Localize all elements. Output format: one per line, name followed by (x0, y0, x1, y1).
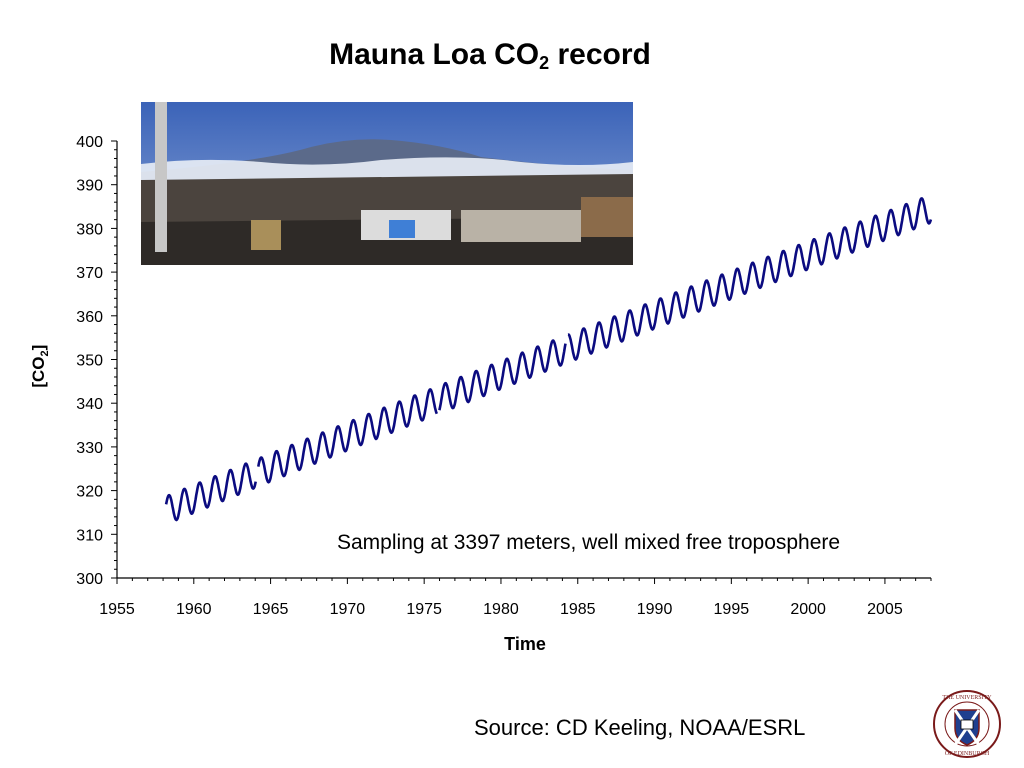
axes: 300 310 320 330 340 350 360 370 380 390 400 1955 196… (76, 134, 932, 618)
y-tick-label: 300 (76, 571, 103, 588)
chart-title: Mauna Loa CO2 record (329, 38, 651, 73)
y-tick-label: 360 (76, 309, 103, 326)
y-tick-label: 380 (76, 221, 103, 238)
svg-text:THE UNIVERSITY: THE UNIVERSITY (942, 695, 992, 701)
x-tick-label: 1980 (483, 601, 519, 618)
x-axis-label: Time (504, 634, 546, 654)
university-seal: THE UNIVERSITY OF EDINBURGH (924, 690, 1010, 758)
co2-line-segment (164, 462, 257, 522)
source-credit: Source: CD Keeling, NOAA/ESRL (474, 715, 806, 740)
x-tick-label: 1990 (637, 601, 673, 618)
x-tick-label: 1965 (253, 601, 289, 618)
y-tick-label: 390 (76, 178, 103, 195)
co2-line-segment (257, 388, 438, 484)
sampling-annotation: Sampling at 3397 meters, well mixed free… (337, 531, 841, 554)
svg-text:OF EDINBURGH: OF EDINBURGH (945, 751, 990, 757)
x-tick-label: 1970 (330, 601, 366, 618)
co2-line-segment (567, 197, 933, 361)
y-tick-label: 370 (76, 265, 103, 282)
y-tick-label: 310 (76, 527, 103, 544)
observatory-photo (141, 102, 633, 265)
x-tick-label: 2005 (867, 601, 903, 618)
co2-series (164, 197, 933, 522)
y-tick-label: 330 (76, 440, 103, 457)
x-tick-label: 1960 (176, 601, 212, 618)
y-axis-label: [CO2] (28, 344, 52, 388)
x-tick-label: 1955 (99, 601, 135, 618)
y-tick-label: 400 (76, 134, 103, 151)
x-tick-label: 1995 (714, 601, 750, 618)
y-tick-label: 340 (76, 396, 103, 413)
x-tick-label: 1975 (406, 601, 442, 618)
co2-line-segment (438, 339, 567, 411)
y-tick-label: 320 (76, 484, 103, 501)
y-tick-label: 350 (76, 353, 103, 370)
x-tick-label: 1985 (560, 601, 596, 618)
x-tick-label: 2000 (790, 601, 826, 618)
